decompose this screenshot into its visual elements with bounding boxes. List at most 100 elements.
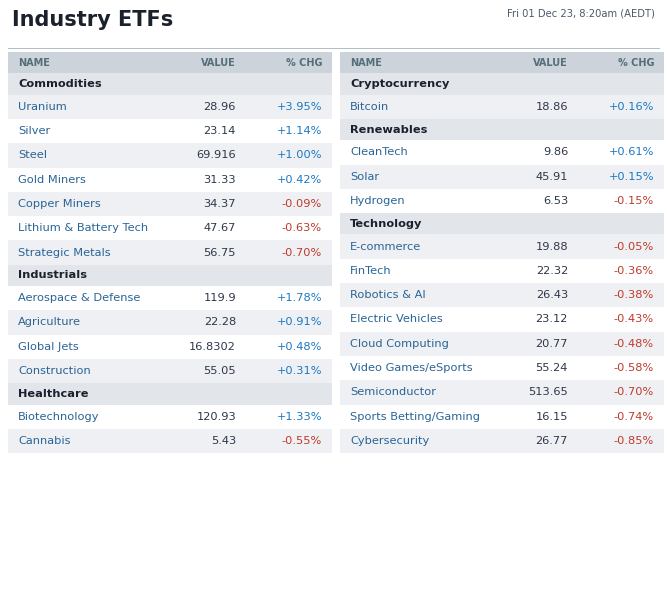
Text: -0.63%: -0.63% <box>282 223 322 234</box>
Text: 20.77: 20.77 <box>536 339 568 348</box>
Text: Semiconductor: Semiconductor <box>350 387 436 397</box>
Text: -0.38%: -0.38% <box>614 290 654 300</box>
Text: Uranium: Uranium <box>18 102 67 112</box>
Text: -0.58%: -0.58% <box>614 363 654 373</box>
Text: -0.55%: -0.55% <box>281 436 322 446</box>
Text: 513.65: 513.65 <box>528 387 568 397</box>
Text: Technology: Technology <box>350 219 422 229</box>
Text: -0.70%: -0.70% <box>614 387 654 397</box>
Bar <box>340 332 664 356</box>
Bar <box>340 307 664 332</box>
Bar <box>8 73 332 94</box>
Text: 6.53: 6.53 <box>543 196 568 206</box>
Text: 45.91: 45.91 <box>536 172 568 182</box>
Text: Bitcoin: Bitcoin <box>350 102 390 112</box>
Text: NAME: NAME <box>350 57 382 68</box>
Text: Strategic Metals: Strategic Metals <box>18 247 111 258</box>
Text: Copper Miners: Copper Miners <box>18 199 101 209</box>
Text: 69.916: 69.916 <box>196 151 236 160</box>
Text: 23.14: 23.14 <box>203 126 236 136</box>
Text: Biotechnology: Biotechnology <box>18 411 99 422</box>
Text: Steel: Steel <box>18 151 47 160</box>
Text: % CHG: % CHG <box>285 57 322 68</box>
Bar <box>340 52 664 73</box>
Text: -0.09%: -0.09% <box>281 199 322 209</box>
Text: 16.15: 16.15 <box>536 411 568 422</box>
Bar <box>340 140 664 165</box>
Text: +1.14%: +1.14% <box>277 126 322 136</box>
Text: 119.9: 119.9 <box>203 293 236 303</box>
Bar <box>340 73 664 94</box>
Text: Electric Vehicles: Electric Vehicles <box>350 315 443 324</box>
Text: Video Games/eSports: Video Games/eSports <box>350 363 473 373</box>
Text: -0.15%: -0.15% <box>614 196 654 206</box>
Text: 56.75: 56.75 <box>203 247 236 258</box>
Text: Cybersecurity: Cybersecurity <box>350 436 430 446</box>
Bar <box>8 216 332 240</box>
Text: Hydrogen: Hydrogen <box>350 196 406 206</box>
Text: Robotics & AI: Robotics & AI <box>350 290 426 300</box>
Text: VALUE: VALUE <box>533 57 568 68</box>
Text: Renewables: Renewables <box>350 125 428 134</box>
Text: VALUE: VALUE <box>201 57 236 68</box>
Text: 18.86: 18.86 <box>536 102 568 112</box>
Text: Cloud Computing: Cloud Computing <box>350 339 449 348</box>
Text: +0.16%: +0.16% <box>608 102 654 112</box>
Text: Sports Betting/Gaming: Sports Betting/Gaming <box>350 411 480 422</box>
Bar <box>340 405 664 429</box>
Text: 31.33: 31.33 <box>203 175 236 185</box>
Bar <box>8 383 332 405</box>
Text: Lithium & Battery Tech: Lithium & Battery Tech <box>18 223 148 234</box>
Bar <box>8 286 332 310</box>
Text: -0.85%: -0.85% <box>614 436 654 446</box>
Text: Agriculture: Agriculture <box>18 318 81 327</box>
Text: 34.37: 34.37 <box>203 199 236 209</box>
Bar <box>340 283 664 307</box>
Text: -0.43%: -0.43% <box>614 315 654 324</box>
Bar <box>8 429 332 453</box>
Text: Aerospace & Defense: Aerospace & Defense <box>18 293 140 303</box>
Text: +0.61%: +0.61% <box>608 148 654 157</box>
Text: Global Jets: Global Jets <box>18 342 79 352</box>
Text: Commodities: Commodities <box>18 79 101 89</box>
Text: 23.12: 23.12 <box>536 315 568 324</box>
Text: Cannabis: Cannabis <box>18 436 71 446</box>
Bar <box>340 189 664 213</box>
Bar <box>340 356 664 380</box>
Bar <box>8 119 332 143</box>
Text: 26.77: 26.77 <box>536 436 568 446</box>
Bar <box>340 213 664 234</box>
Bar <box>340 165 664 189</box>
Bar <box>340 380 664 405</box>
Bar <box>8 265 332 286</box>
Text: +0.48%: +0.48% <box>277 342 322 352</box>
Text: Healthcare: Healthcare <box>18 389 89 399</box>
Text: Silver: Silver <box>18 126 50 136</box>
Text: -0.05%: -0.05% <box>614 241 654 252</box>
Bar <box>8 310 332 335</box>
Bar <box>8 94 332 119</box>
Bar <box>8 52 332 73</box>
Text: % CHG: % CHG <box>618 57 654 68</box>
Text: E-commerce: E-commerce <box>350 241 422 252</box>
Text: 47.67: 47.67 <box>203 223 236 234</box>
Text: +0.91%: +0.91% <box>277 318 322 327</box>
Bar <box>8 168 332 192</box>
Text: 22.32: 22.32 <box>536 266 568 276</box>
Text: +0.15%: +0.15% <box>608 172 654 182</box>
Text: 16.8302: 16.8302 <box>189 342 236 352</box>
Bar <box>340 259 664 283</box>
Bar <box>340 119 664 140</box>
Text: 22.28: 22.28 <box>203 318 236 327</box>
Text: Construction: Construction <box>18 366 91 376</box>
Text: 55.05: 55.05 <box>203 366 236 376</box>
Text: -0.36%: -0.36% <box>614 266 654 276</box>
Bar <box>8 240 332 265</box>
Text: -0.74%: -0.74% <box>614 411 654 422</box>
Text: 26.43: 26.43 <box>536 290 568 300</box>
Text: CleanTech: CleanTech <box>350 148 408 157</box>
Bar <box>8 143 332 168</box>
Bar <box>8 192 332 216</box>
Text: 28.96: 28.96 <box>203 102 236 112</box>
Text: Solar: Solar <box>350 172 379 182</box>
